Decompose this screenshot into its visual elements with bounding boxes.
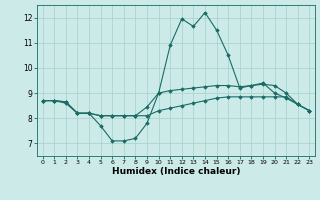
X-axis label: Humidex (Indice chaleur): Humidex (Indice chaleur) xyxy=(112,167,240,176)
